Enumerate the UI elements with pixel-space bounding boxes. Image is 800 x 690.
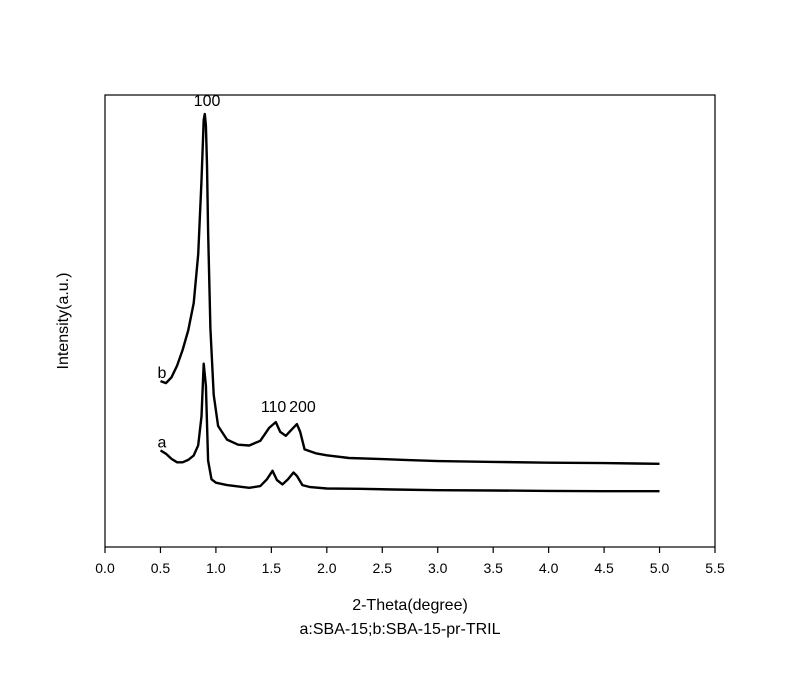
x-tick-label: 5.5	[705, 560, 725, 576]
x-tick-label: 0.5	[151, 560, 171, 576]
x-axis-label: 2-Theta(degree)	[352, 597, 468, 614]
x-tick-label: 2.0	[317, 560, 337, 576]
x-tick-label: 3.0	[428, 560, 448, 576]
peak-label: 100	[194, 93, 221, 110]
x-tick-label: 3.5	[483, 560, 503, 576]
y-axis-label: Intensity(a.u.)	[55, 273, 72, 370]
series-line-a	[159, 362, 660, 493]
x-tick-label: 2.5	[373, 560, 393, 576]
x-tick-label: 1.0	[206, 560, 226, 576]
plot-frame	[104, 94, 716, 548]
x-tick-label: 4.5	[594, 560, 614, 576]
x-tick-label: 0.0	[95, 560, 115, 576]
series-line-b	[160, 112, 660, 465]
annotation-layer: 100 110 200	[194, 93, 316, 416]
peak-label: 110	[261, 399, 287, 416]
x-tick-label: 1.5	[262, 560, 282, 576]
x-tick-label: 4.0	[539, 560, 559, 576]
series-label-a: a	[157, 434, 166, 451]
series-layer: ab	[157, 112, 660, 493]
x-tick-label: 5.0	[650, 560, 670, 576]
x-axis: 0.0 0.5 1.0 1.5 2.0 2.5 3.0 3.5 4.0 4.5 5.0 5.5	[95, 547, 725, 576]
series-label-b: b	[157, 365, 166, 382]
peak-label: 200	[289, 399, 316, 416]
chart-caption: a:SBA-15;b:SBA-15-pr-TRIL	[299, 621, 501, 638]
